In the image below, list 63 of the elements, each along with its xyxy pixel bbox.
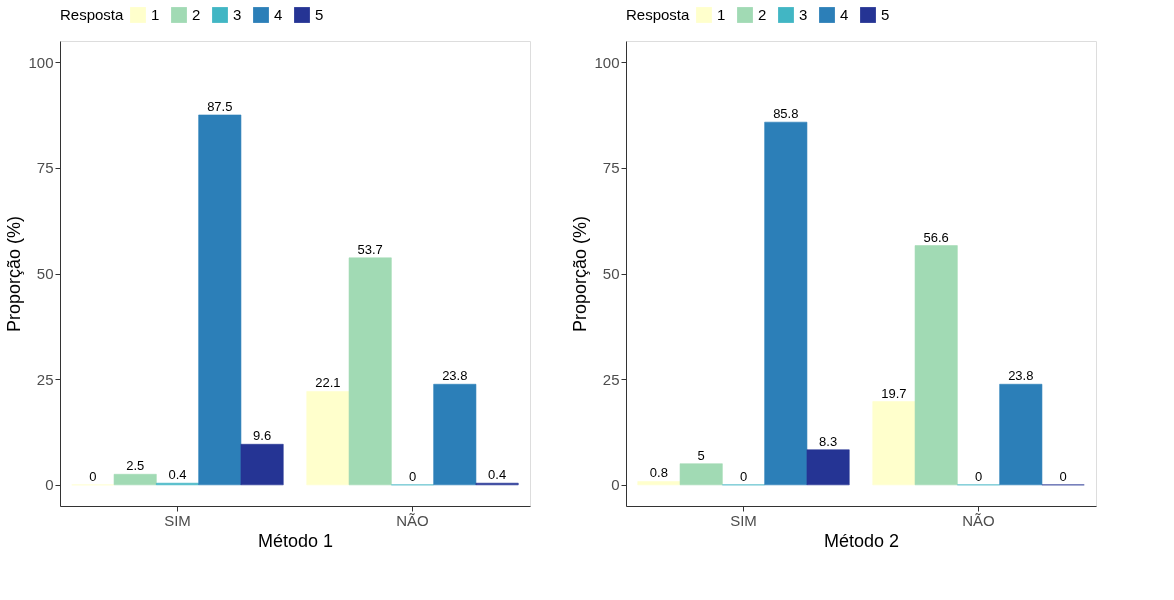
y-tick-label: 75 bbox=[602, 159, 620, 177]
bar bbox=[872, 401, 916, 486]
y-axis-title: Proporção (%) bbox=[570, 215, 591, 333]
legend-title: Resposta bbox=[626, 6, 691, 23]
data-label: 19.7 bbox=[881, 385, 907, 401]
data-label: 9.6 bbox=[253, 428, 272, 444]
legend-label: 5 bbox=[881, 6, 890, 23]
bar bbox=[306, 391, 350, 486]
x-axis-title: Método 2 bbox=[823, 530, 900, 551]
y-tick-label: 25 bbox=[602, 370, 620, 388]
data-label: 56.6 bbox=[923, 229, 949, 245]
bar bbox=[806, 449, 850, 486]
data-label: 0.8 bbox=[649, 465, 668, 481]
bar bbox=[348, 257, 392, 486]
data-label: 2.5 bbox=[126, 458, 145, 474]
y-tick-label: 0 bbox=[45, 476, 54, 494]
data-label: 5 bbox=[697, 447, 705, 463]
bar bbox=[433, 383, 477, 486]
y-tick-label: 50 bbox=[36, 265, 54, 282]
x-tick-label: NÃO bbox=[396, 511, 429, 529]
bar bbox=[914, 245, 958, 486]
data-label: 23.8 bbox=[1008, 368, 1034, 384]
x-tick-label: SIM bbox=[164, 511, 191, 529]
bar bbox=[999, 383, 1043, 486]
data-label: 0 bbox=[408, 468, 417, 484]
y-tick-label: 75 bbox=[36, 159, 54, 177]
data-label: 0 bbox=[1059, 468, 1067, 484]
bar bbox=[240, 443, 284, 486]
legend-label: 2 bbox=[192, 6, 201, 23]
data-label: 22.1 bbox=[315, 375, 341, 391]
data-label: 0 bbox=[89, 468, 97, 484]
x-tick-label: SIM bbox=[730, 511, 757, 529]
data-label: 53.7 bbox=[357, 241, 383, 257]
bar bbox=[764, 121, 808, 486]
legend-label: 4 bbox=[840, 6, 849, 23]
bar bbox=[198, 114, 242, 486]
data-label: 85.8 bbox=[773, 106, 799, 122]
y-tick-label: 50 bbox=[602, 265, 620, 282]
data-label: 23.8 bbox=[442, 368, 468, 384]
bar bbox=[679, 463, 723, 486]
x-axis-title: Método 1 bbox=[257, 530, 334, 551]
legend-label: 4 bbox=[274, 6, 283, 23]
data-label: 0 bbox=[974, 468, 983, 484]
legend-label: 2 bbox=[758, 6, 767, 23]
y-tick-label: 25 bbox=[36, 370, 54, 388]
legend-label: 3 bbox=[799, 6, 808, 23]
legend-label: 1 bbox=[151, 6, 160, 23]
data-label: 0.4 bbox=[168, 467, 187, 483]
y-axis-title: Proporção (%) bbox=[4, 215, 25, 333]
legend-label: 1 bbox=[717, 6, 726, 23]
legend-label: 3 bbox=[233, 6, 242, 23]
y-tick-label: 100 bbox=[594, 53, 620, 71]
y-tick-label: 100 bbox=[28, 53, 54, 71]
y-tick-label: 0 bbox=[611, 476, 620, 494]
bar bbox=[637, 481, 681, 486]
data-label: 87.5 bbox=[207, 98, 233, 114]
legend-title: Resposta bbox=[60, 6, 125, 23]
data-label: 8.3 bbox=[819, 433, 838, 449]
bar bbox=[113, 474, 157, 486]
x-tick-label: NÃO bbox=[962, 511, 995, 529]
data-label: 0.4 bbox=[488, 467, 507, 483]
legend-label: 5 bbox=[315, 6, 324, 23]
data-label: 0 bbox=[739, 468, 748, 484]
